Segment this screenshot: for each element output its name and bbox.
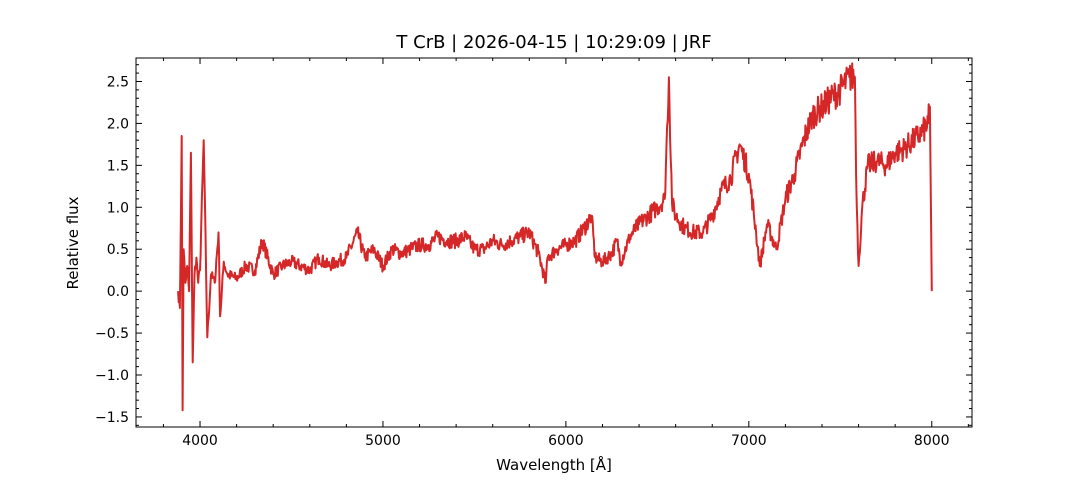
y-tick-label: 1.0: [107, 200, 129, 216]
y-tick-label: 0.0: [107, 284, 129, 300]
y-axis-ticks: −1.5 −1.0 −0.5 0.0 0.5 1.0 1.5 2.0 2.5: [95, 64, 972, 426]
y-tick-label: −1.0: [95, 368, 129, 384]
y-tick-label: 2.5: [107, 74, 129, 90]
x-tick-label: 4000: [182, 433, 218, 449]
spectrum-series-line-0: [177, 62, 933, 412]
x-tick-label: 7000: [731, 433, 767, 449]
y-tick-label: −1.5: [95, 410, 129, 426]
x-axis-label: Wavelength [Å]: [496, 455, 612, 474]
x-axis-ticks: 4000 5000 6000 7000 8000: [162, 58, 969, 449]
y-tick-label: 2.0: [107, 116, 129, 132]
y-tick-label: 0.5: [107, 242, 129, 258]
plot-frame: [135, 57, 973, 428]
x-tick-label: 8000: [914, 433, 950, 449]
y-tick-label: 1.5: [107, 158, 129, 174]
chart-title: T CrB | 2026-04-15 | 10:29:09 | JRF: [395, 32, 711, 53]
x-tick-label: 6000: [548, 433, 584, 449]
y-axis-label: Relative flux: [64, 196, 82, 289]
x-tick-label: 5000: [365, 433, 401, 449]
plot-area: [135, 57, 973, 428]
y-tick-label: −0.5: [95, 326, 129, 342]
